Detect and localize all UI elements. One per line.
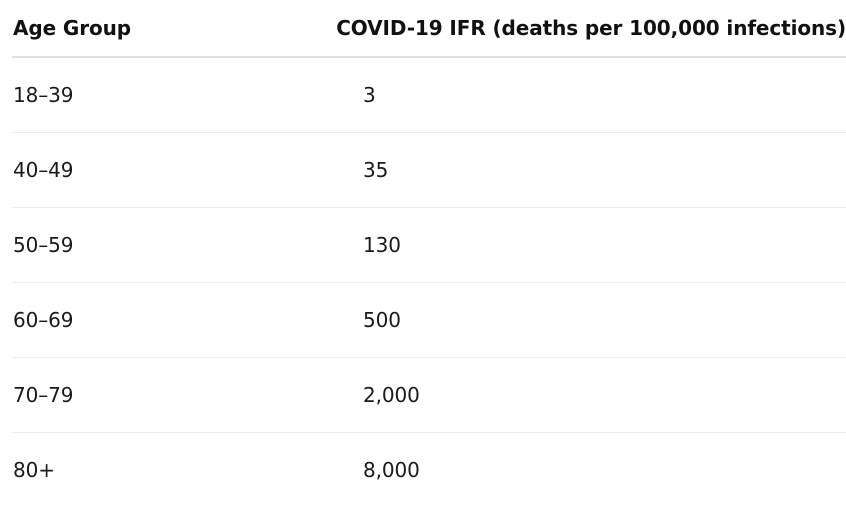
- age-group-cell: 18–39: [13, 83, 74, 107]
- table-row: 50–59 130: [12, 208, 846, 283]
- ifr-cell: 3: [363, 83, 376, 107]
- age-group-cell: 50–59: [13, 233, 74, 257]
- ifr-cell: 500: [363, 308, 401, 332]
- age-group-cell: 40–49: [13, 158, 74, 182]
- age-group-cell: 60–69: [13, 308, 74, 332]
- ifr-cell: 8,000: [363, 458, 420, 482]
- header-age-group: Age Group: [13, 16, 131, 40]
- table-row: 80+ 8,000: [12, 433, 846, 507]
- ifr-cell: 130: [363, 233, 401, 257]
- ifr-table: Age Group COVID-19 IFR (deaths per 100,0…: [12, 0, 846, 507]
- table-row: 18–39 3: [12, 58, 846, 133]
- table-header-row: Age Group COVID-19 IFR (deaths per 100,0…: [12, 0, 846, 58]
- age-group-cell: 70–79: [13, 383, 74, 407]
- table-row: 40–49 35: [12, 133, 846, 208]
- table-row: 70–79 2,000: [12, 358, 846, 433]
- age-group-cell: 80+: [13, 458, 55, 482]
- table-row: 60–69 500: [12, 283, 846, 358]
- header-ifr: COVID-19 IFR (deaths per 100,000 infecti…: [336, 16, 846, 40]
- ifr-cell: 2,000: [363, 383, 420, 407]
- ifr-cell: 35: [363, 158, 389, 182]
